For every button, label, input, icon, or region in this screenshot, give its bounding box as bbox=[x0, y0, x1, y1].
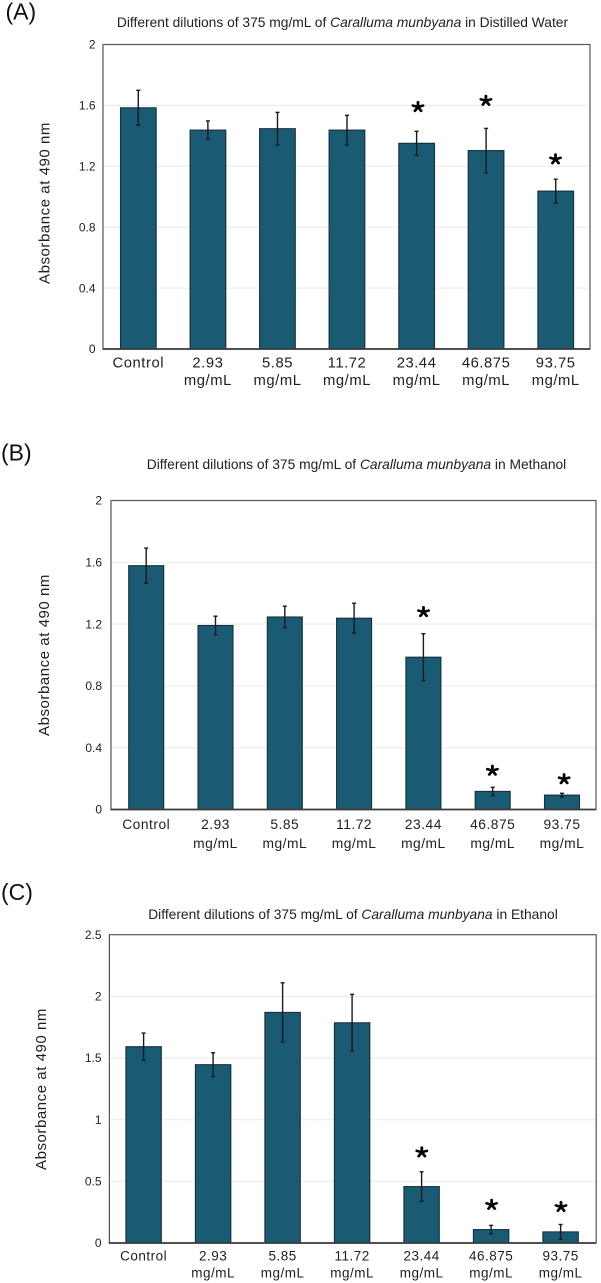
svg-text:mg/mL: mg/mL bbox=[261, 1266, 305, 1281]
svg-text:Different dilutions of 375 mg/: Different dilutions of 375 mg/mL of Cara… bbox=[117, 15, 569, 30]
svg-text:2: 2 bbox=[95, 990, 102, 1004]
svg-text:1.6: 1.6 bbox=[79, 99, 96, 113]
svg-text:0: 0 bbox=[95, 1236, 102, 1250]
svg-text:Control: Control bbox=[122, 817, 170, 832]
svg-text:23.44: 23.44 bbox=[403, 1249, 439, 1264]
svg-text:2.93: 2.93 bbox=[201, 817, 230, 832]
svg-text:mg/mL: mg/mL bbox=[323, 373, 371, 389]
svg-text:23.44: 23.44 bbox=[397, 355, 437, 371]
svg-text:(B): (B) bbox=[1, 440, 32, 466]
svg-text:46.875: 46.875 bbox=[470, 817, 515, 832]
svg-text:1.2: 1.2 bbox=[79, 160, 96, 174]
svg-text:Absorbance at 490 nm: Absorbance at 490 nm bbox=[33, 1008, 50, 1170]
svg-text:11.72: 11.72 bbox=[334, 1249, 369, 1264]
svg-text:5.85: 5.85 bbox=[262, 355, 293, 371]
svg-text:2.93: 2.93 bbox=[199, 1249, 227, 1264]
svg-text:Absorbance at 490 nm: Absorbance at 490 nm bbox=[36, 574, 53, 736]
svg-text:93.75: 93.75 bbox=[542, 1249, 578, 1264]
svg-text:mg/mL: mg/mL bbox=[540, 836, 585, 851]
svg-text:mg/mL: mg/mL bbox=[462, 373, 510, 389]
svg-text:46.875: 46.875 bbox=[469, 1249, 513, 1264]
svg-text:2.5: 2.5 bbox=[85, 928, 102, 942]
svg-text:mg/mL: mg/mL bbox=[532, 373, 580, 389]
svg-text:mg/mL: mg/mL bbox=[469, 1266, 513, 1281]
svg-text:0.5: 0.5 bbox=[85, 1175, 102, 1189]
svg-text:mg/mL: mg/mL bbox=[262, 836, 307, 851]
svg-text:(A): (A) bbox=[6, 0, 37, 25]
svg-text:5.85: 5.85 bbox=[268, 1249, 296, 1264]
svg-text:Absorbance at 490 nm: Absorbance at 490 nm bbox=[36, 122, 53, 284]
svg-text:Different dilutions of 375 mg/: Different dilutions of 375 mg/mL of Cara… bbox=[147, 457, 567, 472]
svg-text:5.85: 5.85 bbox=[270, 817, 299, 832]
svg-text:11.72: 11.72 bbox=[328, 355, 367, 371]
svg-text:mg/mL: mg/mL bbox=[401, 836, 446, 851]
svg-text:1: 1 bbox=[95, 1113, 102, 1127]
svg-text:46.875: 46.875 bbox=[462, 355, 511, 371]
svg-text:Different dilutions of 375 mg/: Different dilutions of 375 mg/mL of Cara… bbox=[148, 907, 558, 922]
svg-text:Control: Control bbox=[120, 1249, 167, 1264]
svg-text:0.4: 0.4 bbox=[79, 281, 96, 295]
svg-text:0.8: 0.8 bbox=[79, 220, 96, 234]
svg-text:2: 2 bbox=[89, 38, 96, 52]
svg-text:2.93: 2.93 bbox=[192, 355, 223, 371]
svg-text:mg/mL: mg/mL bbox=[470, 836, 515, 851]
svg-text:mg/mL: mg/mL bbox=[330, 1266, 374, 1281]
svg-text:23.44: 23.44 bbox=[405, 817, 442, 832]
svg-text:11.72: 11.72 bbox=[336, 817, 372, 832]
svg-text:mg/mL: mg/mL bbox=[191, 1266, 235, 1281]
svg-text:1.2: 1.2 bbox=[85, 617, 102, 631]
svg-text:mg/mL: mg/mL bbox=[193, 836, 238, 851]
svg-text:0.4: 0.4 bbox=[85, 741, 102, 755]
svg-text:mg/mL: mg/mL bbox=[400, 1266, 444, 1281]
svg-text:93.75: 93.75 bbox=[536, 355, 576, 371]
svg-text:1.6: 1.6 bbox=[85, 556, 102, 570]
svg-text:0.8: 0.8 bbox=[85, 679, 102, 693]
svg-text:mg/mL: mg/mL bbox=[254, 373, 302, 389]
svg-text:mg/mL: mg/mL bbox=[332, 836, 377, 851]
svg-text:93.75: 93.75 bbox=[543, 817, 580, 832]
svg-text:Control: Control bbox=[113, 355, 165, 371]
svg-text:0: 0 bbox=[95, 803, 102, 817]
svg-text:mg/mL: mg/mL bbox=[393, 373, 441, 389]
svg-text:1.5: 1.5 bbox=[85, 1051, 102, 1065]
svg-text:0: 0 bbox=[89, 342, 96, 356]
svg-text:2: 2 bbox=[95, 494, 102, 508]
svg-text:(C): (C) bbox=[1, 879, 33, 905]
svg-text:mg/mL: mg/mL bbox=[184, 373, 232, 389]
svg-text:mg/mL: mg/mL bbox=[539, 1266, 583, 1281]
